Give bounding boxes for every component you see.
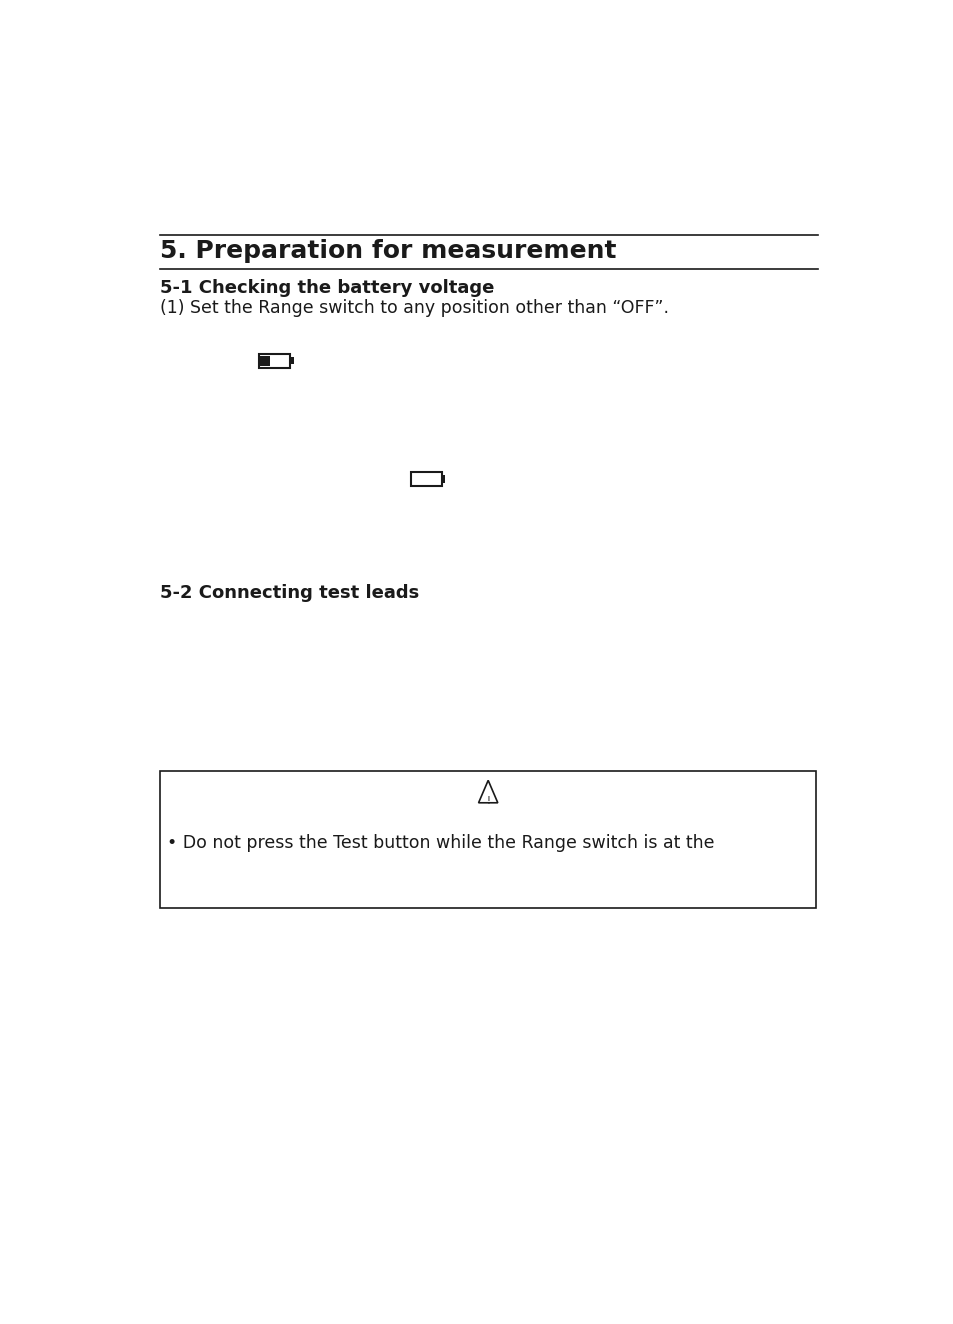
Bar [410, 471, 441, 486]
Text: 5-2 Connecting test leads: 5-2 Connecting test leads [160, 584, 418, 602]
Bar [258, 354, 290, 368]
Text: (1) Set the Range switch to any position other than “OFF”.: (1) Set the Range switch to any position… [160, 299, 668, 316]
Bar [290, 357, 294, 364]
Bar [260, 356, 270, 365]
Bar [160, 771, 816, 908]
Text: !: ! [486, 796, 490, 806]
Text: • Do not press the Test button while the Range switch is at the: • Do not press the Test button while the… [167, 834, 714, 851]
Text: 5. Preparation for measurement: 5. Preparation for measurement [160, 238, 616, 263]
Text: 5-1 Checking the battery voltage: 5-1 Checking the battery voltage [160, 278, 494, 297]
Bar [441, 475, 445, 482]
